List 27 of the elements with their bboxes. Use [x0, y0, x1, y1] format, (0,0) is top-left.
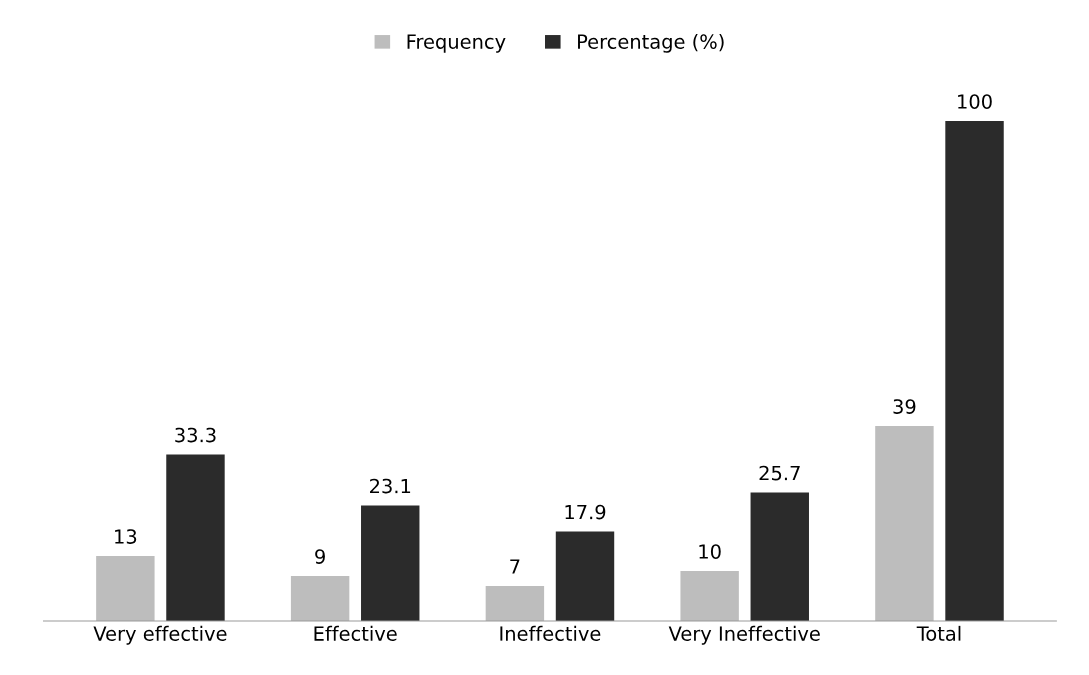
- data-label: 10: [699, 544, 721, 559]
- data-label: 33.3: [175, 427, 216, 443]
- x-tick-label: Ineffective: [500, 625, 601, 641]
- bar: [290, 576, 350, 621]
- x-tick-label: Total: [916, 625, 961, 641]
- data-label: 13: [115, 529, 137, 544]
- bar: [361, 505, 420, 621]
- bar: [555, 531, 615, 621]
- bar: [485, 586, 545, 621]
- x-tick-label: Very effective: [93, 625, 227, 645]
- data-label: 17.9: [565, 504, 606, 520]
- legend-label: Frequency: [407, 34, 506, 53]
- data-label: 23.1: [370, 478, 411, 494]
- bar: [680, 571, 739, 621]
- data-label: 7: [510, 559, 520, 574]
- bar: [875, 426, 934, 621]
- bar: [945, 121, 1004, 621]
- data-label: 25.7: [759, 465, 800, 481]
- data-label: 39: [893, 399, 916, 414]
- data-label: 100: [958, 94, 992, 109]
- x-tick-label: Very Ineffective: [668, 625, 820, 645]
- bar: [750, 492, 809, 621]
- bar: [96, 556, 155, 621]
- bar: [166, 454, 225, 621]
- x-tick-label: Effective: [314, 625, 397, 641]
- legend-label: Percentage (%): [578, 33, 724, 53]
- data-label: 9: [315, 549, 325, 564]
